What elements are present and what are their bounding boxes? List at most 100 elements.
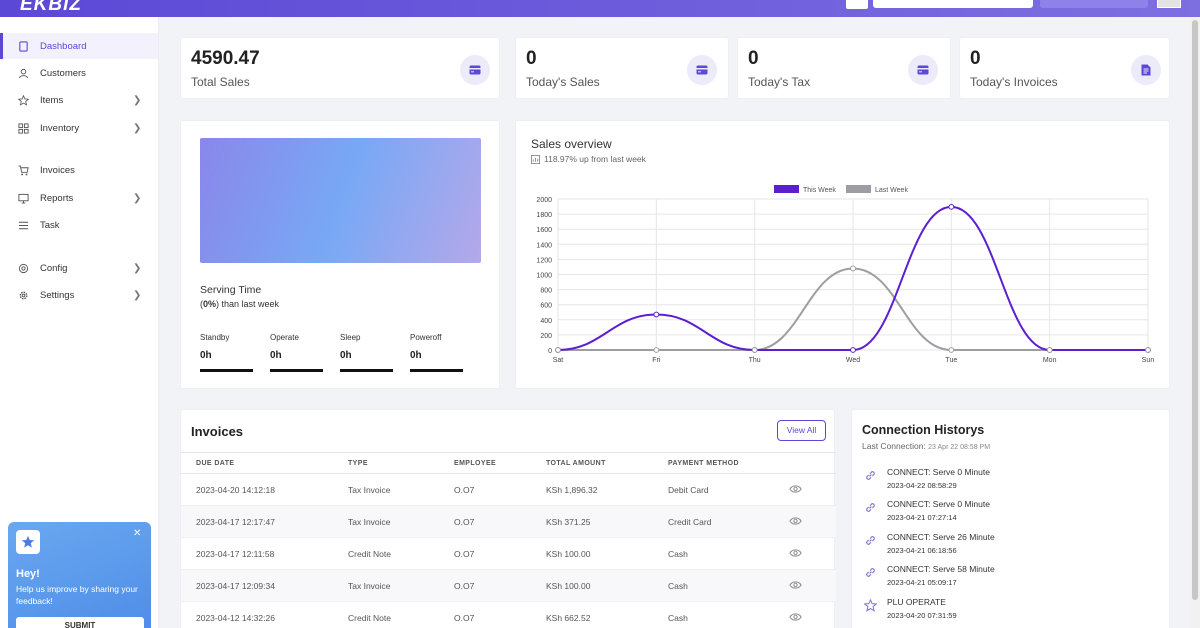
sidebar-item-label: Invoices xyxy=(40,164,75,176)
sidebar-item-settings[interactable]: Settings ❯ xyxy=(0,282,158,308)
feedback-text: Help us improve by sharing your feedback… xyxy=(16,584,138,606)
cell-due-date: 2023-04-17 12:11:58 xyxy=(196,549,275,559)
table-row[interactable]: 2023-04-17 12:11:58 Credit Note O.O7 KSh… xyxy=(181,538,836,570)
connection-text: CONNECT: Serve 26 Minute xyxy=(887,532,995,542)
monitor-icon xyxy=(18,193,29,204)
link-icon xyxy=(866,471,875,480)
chevron-right-icon: ❯ xyxy=(133,122,142,134)
stat-label: Today's Tax xyxy=(748,75,811,89)
connection-text: CONNECT: Serve 0 Minute xyxy=(887,499,990,509)
last-connection-value: 23 Apr 22 08:58 PM xyxy=(928,444,991,451)
data-point xyxy=(1046,347,1053,353)
table-row[interactable]: 2023-04-12 14:32:26 Credit Note O.O7 KSh… xyxy=(181,602,836,628)
metric-value: 0h xyxy=(340,350,352,361)
table-row[interactable]: 2023-04-20 14:12:18 Tax Invoice O.O7 KSh… xyxy=(181,474,836,506)
connection-item: CONNECT: Serve 26 Minute 2023-04-21 06:1… xyxy=(864,532,1164,562)
y-tick-label: 400 xyxy=(540,318,552,325)
link-icon xyxy=(866,536,875,545)
sidebar-item-label: Items xyxy=(40,94,64,106)
sidebar-item-reports[interactable]: Reports ❯ xyxy=(0,185,158,211)
stat-value: 0 xyxy=(526,48,537,69)
view-all-button[interactable]: View All xyxy=(777,420,826,441)
stat-value: 0 xyxy=(748,48,759,69)
connection-time: 2023-04-20 07:31:59 xyxy=(887,611,957,620)
feedback-title: Hey! xyxy=(16,568,40,580)
column-header[interactable]: EMPLOYEE xyxy=(454,460,497,467)
sidebar-item-inventory[interactable]: Inventory ❯ xyxy=(0,115,158,141)
serving-subtitle-text: than last week xyxy=(219,299,280,309)
eye-icon[interactable] xyxy=(789,484,802,494)
sidebar-item-label: Inventory xyxy=(40,122,80,134)
scrollbar-thumb[interactable] xyxy=(1192,20,1198,600)
y-tick-label: 600 xyxy=(540,303,552,310)
cell-type: Tax Invoice xyxy=(348,485,391,495)
metric-bar xyxy=(410,369,463,372)
metric-label: Operate xyxy=(270,333,299,342)
data-point xyxy=(653,347,660,353)
x-tick-label: Fri xyxy=(652,357,661,364)
cell-amount: KSh 1,896.32 xyxy=(546,485,598,495)
sidebar-item-invoices[interactable]: Invoices xyxy=(0,157,158,183)
legend-label: This Week xyxy=(803,187,836,194)
metric-label: Sleep xyxy=(340,333,361,342)
sidebar-item-task[interactable]: Task xyxy=(0,212,158,238)
cell-type: Credit Note xyxy=(348,613,391,623)
avatar[interactable] xyxy=(1157,0,1181,8)
cell-type: Tax Invoice xyxy=(348,517,391,527)
sidebar-item-label: Reports xyxy=(40,192,74,204)
connection-item: CONNECT: Serve 58 Minute 2023-04-21 05:0… xyxy=(864,564,1164,594)
serving-banner xyxy=(200,138,481,263)
y-tick-label: 1000 xyxy=(536,273,552,280)
y-tick-label: 200 xyxy=(540,333,552,340)
table-row[interactable]: 2023-04-17 12:17:47 Tax Invoice O.O7 KSh… xyxy=(181,506,836,538)
cell-amount: KSh 100.00 xyxy=(546,581,591,591)
sidebar-item-items[interactable]: Items ❯ xyxy=(0,87,158,113)
column-header[interactable]: PAYMENT METHOD xyxy=(668,460,739,467)
sidebar-item-config[interactable]: Config ❯ xyxy=(0,255,158,281)
add-button[interactable] xyxy=(846,0,868,9)
header-action-button[interactable] xyxy=(1040,0,1148,8)
feedback-card: ✕ Hey! Help us improve by sharing your f… xyxy=(8,522,151,628)
sidebar: Dashboard Customers Items ❯ Inventory ❯ … xyxy=(0,17,159,628)
connection-item: CONNECT: Serve 0 Minute 2023-04-22 08:58… xyxy=(864,467,1164,497)
metric-bar xyxy=(340,369,393,372)
cell-employee: O.O7 xyxy=(454,485,475,495)
sidebar-item-label: Task xyxy=(40,219,60,231)
data-point xyxy=(555,347,561,353)
serving-percent: 0% xyxy=(203,299,217,309)
stat-label: Today's Invoices xyxy=(970,75,1058,89)
column-header[interactable]: DUE DATE xyxy=(196,460,235,467)
data-point xyxy=(751,347,758,353)
cell-amount: KSh 100.00 xyxy=(546,549,591,559)
y-tick-label: 800 xyxy=(540,288,552,295)
eye-icon[interactable] xyxy=(789,548,802,558)
stat-value: 4590.47 xyxy=(191,48,260,69)
cell-payment: Cash xyxy=(668,613,688,623)
cell-due-date: 2023-04-17 12:09:34 xyxy=(196,581,275,591)
close-icon[interactable]: ✕ xyxy=(133,528,142,539)
eye-icon[interactable] xyxy=(789,580,802,590)
x-tick-label: Sun xyxy=(1142,357,1155,364)
eye-icon[interactable] xyxy=(789,516,802,526)
cell-payment: Credit Card xyxy=(668,517,712,527)
search-input[interactable] xyxy=(873,0,1033,8)
app-logo[interactable]: EKBIZ xyxy=(20,0,82,15)
table-header: DUE DATE TYPE EMPLOYEE TOTAL AMOUNT PAYM… xyxy=(181,452,836,474)
invoices-card: Invoices View All DUE DATE TYPE EMPLOYEE… xyxy=(180,409,836,628)
y-tick-label: 1400 xyxy=(536,242,552,249)
cell-due-date: 2023-04-17 12:17:47 xyxy=(196,517,275,527)
submit-button[interactable]: SUBMIT xyxy=(16,617,144,628)
sidebar-item-label: Customers xyxy=(40,67,86,79)
card-icon xyxy=(460,55,490,85)
column-header[interactable]: TYPE xyxy=(348,460,368,467)
sidebar-item-dashboard[interactable]: Dashboard xyxy=(0,33,158,59)
table-row[interactable]: 2023-04-17 12:09:34 Tax Invoice O.O7 KSh… xyxy=(181,570,836,602)
star-icon xyxy=(18,94,29,106)
eye-icon[interactable] xyxy=(789,612,802,622)
sidebar-item-label: Settings xyxy=(40,289,75,301)
sidebar-item-customers[interactable]: Customers xyxy=(0,60,158,86)
chevron-right-icon: ❯ xyxy=(133,192,142,204)
data-point xyxy=(948,347,955,353)
stat-card-todays-tax: 0 Today's Tax xyxy=(737,37,951,99)
column-header[interactable]: TOTAL AMOUNT xyxy=(546,460,606,467)
